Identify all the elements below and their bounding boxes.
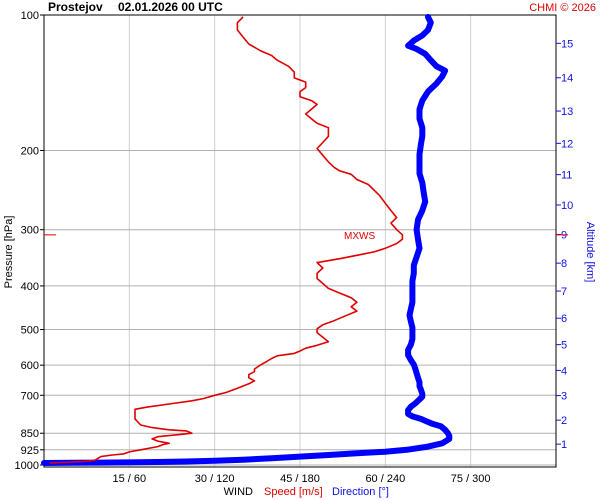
x-label-speed: Speed [m/s]: [264, 486, 323, 498]
altitude-tick-label: 4: [561, 365, 567, 377]
altitude-tick-label: 9: [561, 229, 567, 241]
pressure-tick-label: 200: [21, 145, 39, 157]
altitude-tick-label: 11: [561, 170, 572, 182]
grid-lines: [44, 14, 556, 467]
pressure-tick-label: 600: [21, 360, 39, 372]
altitude-tick-label: 2: [561, 415, 567, 427]
altitude-tick-label: 6: [561, 313, 567, 325]
x-tick-label: 45 / 180: [280, 473, 320, 485]
altitude-tick-label: 5: [561, 340, 567, 352]
pressure-tick-label: 1000: [15, 460, 39, 472]
x-tick-labels: 15 / 60 30 / 120 45 / 180 60 / 240 75 / 300: [113, 473, 491, 485]
pressure-tick-label: 500: [21, 325, 39, 337]
datetime-title: 02.01.2026 00 UTC: [118, 0, 223, 14]
pressure-tick-label: 850: [21, 428, 39, 440]
altitude-tick-label: 8: [561, 258, 567, 270]
altitude-tick-label: 10: [561, 200, 573, 212]
altitude-tick-label: 7: [561, 286, 567, 298]
altitude-tick-label: 3: [561, 391, 567, 403]
altitude-tick-label: 13: [561, 106, 573, 118]
pressure-tick-labels: 100 200 300 400 500 600 700 850 925 1000: [15, 10, 44, 472]
pressure-tick-label: 300: [21, 225, 39, 237]
pressure-tick-label: 925: [21, 445, 39, 457]
altitude-axis-label: Altitude [km]: [584, 222, 596, 283]
x-label-direction: Direction [°]: [332, 486, 389, 498]
plot-frame: [43, 14, 557, 468]
credit-text: CHMI © 2026: [529, 2, 596, 14]
x-tick-label: 30 / 120: [195, 473, 235, 485]
pressure-axis-label: Pressure [hPa]: [3, 216, 15, 289]
altitude-tick-label: 1: [561, 439, 567, 451]
altitude-tick-label: 14: [561, 73, 573, 85]
pressure-tick-label: 700: [21, 390, 39, 402]
pressure-tick-label: 400: [21, 281, 39, 293]
speed-series-line: [49, 16, 404, 464]
x-tick-label: 60 / 240: [365, 473, 405, 485]
x-tick-label: 75 / 300: [451, 473, 491, 485]
x-label-wind: WIND: [224, 486, 253, 498]
station-title: Prostejov: [48, 0, 103, 14]
direction-series-line: [41, 13, 453, 466]
pressure-tick-label: 100: [21, 10, 39, 22]
altitude-tick-label: 15: [561, 38, 573, 50]
mxws-label: MXWS: [344, 231, 375, 242]
altitude-tick-label: 12: [561, 138, 573, 150]
x-tick-label: 15 / 60: [113, 473, 147, 485]
